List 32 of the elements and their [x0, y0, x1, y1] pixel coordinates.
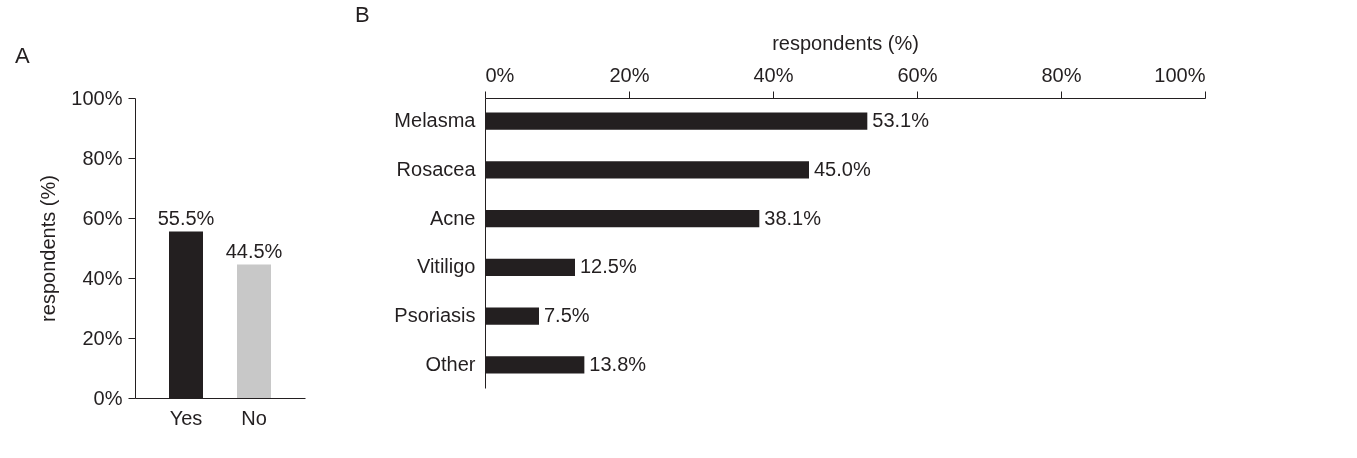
y-tick-label: 80%: [82, 146, 123, 169]
y-tick-label: Vitiligo: [416, 255, 476, 278]
x-tick-label: 20%: [609, 63, 650, 86]
y-tick-label: 0%: [93, 386, 123, 409]
x-tick-label: 80%: [1041, 63, 1082, 86]
y-tick-label: 60%: [82, 206, 123, 229]
y-tick-label: 100%: [71, 86, 123, 109]
y-tick-label: 40%: [82, 266, 123, 289]
y-axis-title: respondents (%): [37, 175, 60, 322]
x-tick-label: 100%: [1154, 63, 1206, 86]
y-tick-label: Acne: [429, 206, 476, 229]
y-tick-label: Other: [425, 352, 476, 375]
data-label: 38.1%: [764, 206, 822, 229]
y-tick-label: Psoriasis: [394, 304, 476, 327]
data-label: 7.5%: [544, 304, 590, 327]
data-label: 12.5%: [580, 255, 637, 278]
x-tick-label: No: [241, 406, 267, 429]
data-label: 45.0%: [814, 157, 871, 180]
x-tick-label: 0%: [485, 63, 515, 86]
data-label: 13.8%: [589, 352, 647, 375]
data-label: 55.5%: [157, 206, 215, 229]
y-tick-label: 20%: [82, 326, 123, 349]
chart-title: B: [355, 2, 370, 27]
y-tick-label: Melasma: [394, 109, 477, 132]
chart-title: A: [15, 43, 30, 68]
x-tick-label: 40%: [753, 63, 794, 86]
x-tick-label: Yes: [169, 406, 203, 429]
x-axis-title: respondents (%): [772, 31, 919, 54]
data-label: 44.5%: [225, 239, 283, 262]
x-tick-label: 60%: [897, 63, 938, 86]
y-tick-label: Rosacea: [396, 157, 477, 180]
data-label: 53.1%: [872, 109, 930, 132]
